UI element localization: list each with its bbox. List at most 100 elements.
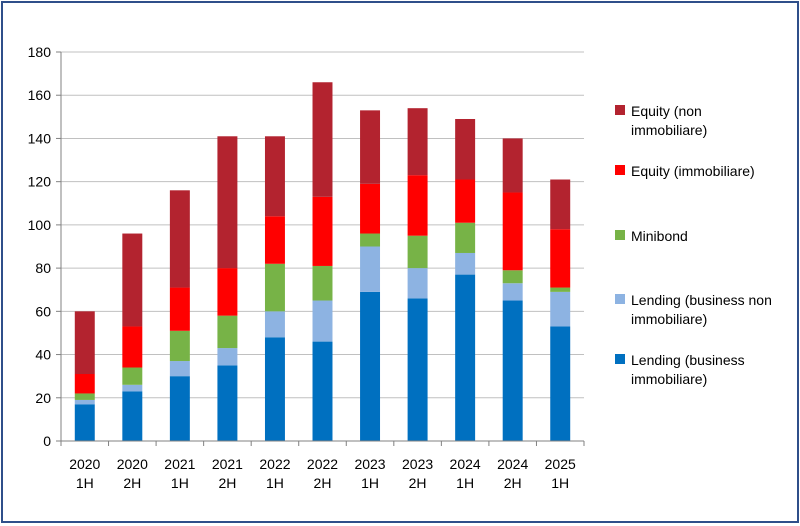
bar-segment-minibond — [264, 263, 285, 312]
bar-segment-equity-immobiliare — [550, 229, 571, 288]
bar-segment-lending-business-immobiliare — [217, 365, 238, 441]
bar-segment-minibond — [312, 265, 333, 301]
bar-segment-equity-immobiliare — [74, 374, 95, 394]
x-tick-label: 2022 — [259, 456, 290, 472]
bar-segment-equity-non-immobiliare — [455, 118, 476, 180]
bar-segment-lending-business-non-immobiliare — [122, 384, 143, 392]
bar-segment-minibond — [502, 270, 523, 284]
y-tick-label: 160 — [28, 87, 52, 103]
bar-segment-lending-business-immobiliare — [264, 337, 285, 441]
bar-segment-equity-immobiliare — [169, 287, 190, 331]
bar-segment-lending-business-non-immobiliare — [169, 361, 190, 377]
bar-segment-equity-immobiliare — [264, 216, 285, 264]
legend-item: Lending (business immobiliare) — [615, 352, 745, 387]
y-tick-label: 140 — [28, 130, 52, 146]
x-tick-label: 2025 — [545, 456, 576, 472]
x-tick-label: 1H — [266, 475, 284, 491]
x-tick-label: 1H — [456, 475, 474, 491]
x-tick-label: 1H — [361, 475, 379, 491]
bar-segment-equity-non-immobiliare — [502, 138, 523, 193]
bar-segment-lending-business-non-immobiliare — [74, 399, 95, 405]
bar-segment-equity-non-immobiliare — [407, 108, 428, 176]
bar-segment-minibond — [74, 393, 95, 400]
bar-segment-equity-immobiliare — [360, 183, 381, 234]
bar-segment-lending-business-non-immobiliare — [264, 311, 285, 338]
x-tick-label: 2020 — [69, 456, 100, 472]
y-axis: 0 20 40 60 80 100 120 140 160 180 — [28, 44, 62, 449]
bar-segment-equity-non-immobiliare — [360, 110, 381, 184]
legend-swatch — [615, 165, 625, 175]
y-tick-label: 20 — [35, 390, 51, 406]
x-tick-label: 1H — [76, 475, 94, 491]
legend-item: Equity (non immobiliare) — [615, 103, 707, 138]
bar-segment-lending-business-non-immobiliare — [455, 252, 476, 275]
bar-segment-lending-business-non-immobiliare — [312, 300, 333, 342]
bar-segment-equity-immobiliare — [122, 326, 143, 368]
bar-segment-lending-business-immobiliare — [455, 274, 476, 441]
y-tick-label: 120 — [28, 174, 52, 190]
x-tick-label: 1H — [551, 475, 569, 491]
x-tick-label: 2021 — [212, 456, 243, 472]
bar-segment-lending-business-non-immobiliare — [360, 246, 381, 292]
legend-item: Minibond — [615, 228, 688, 244]
bar-segment-equity-non-immobiliare — [74, 311, 95, 375]
bar-segment-lending-business-non-immobiliare — [217, 348, 238, 366]
bar-segment-equity-non-immobiliare — [217, 136, 238, 269]
legend-label: Minibond — [631, 228, 688, 244]
x-tick-label: 2022 — [307, 456, 338, 472]
bar-segment-equity-immobiliare — [217, 268, 238, 316]
bar-segment-lending-business-non-immobiliare — [502, 283, 523, 301]
x-tick-label: 1H — [171, 475, 189, 491]
bar-segment-equity-immobiliare — [407, 175, 428, 236]
x-tick-label: 2024 — [497, 456, 528, 472]
bar-segment-equity-immobiliare — [502, 192, 523, 271]
bar-segment-lending-business-immobiliare — [74, 404, 95, 441]
x-tick-label: 2H — [314, 475, 332, 491]
x-tick-label: 2020 — [117, 456, 148, 472]
x-tick-label: 2H — [409, 475, 427, 491]
legend-label: immobiliare) — [631, 311, 707, 327]
y-tick-label: 80 — [35, 260, 51, 276]
x-tick-label: 2H — [123, 475, 141, 491]
bar-segment-equity-non-immobiliare — [312, 82, 333, 197]
legend-swatch — [615, 105, 625, 115]
legend-swatch — [615, 294, 625, 304]
y-tick-label: 40 — [35, 347, 51, 363]
bar-segment-lending-business-immobiliare — [360, 291, 381, 441]
bar-segment-lending-business-immobiliare — [407, 298, 428, 441]
bars — [74, 82, 571, 441]
bar-segment-equity-immobiliare — [312, 196, 333, 266]
x-tick-label: 2H — [218, 475, 236, 491]
bar-segment-equity-non-immobiliare — [122, 233, 143, 327]
bar-segment-minibond — [169, 330, 190, 362]
legend-swatch — [615, 230, 625, 240]
bar-segment-minibond — [407, 235, 428, 269]
bar-segment-lending-business-immobiliare — [550, 326, 571, 441]
legend-item: Lending (business non immobiliare) — [615, 292, 772, 327]
bar-segment-minibond — [217, 315, 238, 349]
bar-segment-equity-non-immobiliare — [169, 190, 190, 288]
y-tick-label: 180 — [28, 44, 52, 60]
bar-segment-minibond — [550, 287, 571, 292]
legend-label: immobiliare) — [631, 122, 707, 138]
legend-label: immobiliare) — [631, 371, 707, 387]
legend-label: Lending (business — [631, 352, 745, 368]
bar-segment-minibond — [360, 233, 381, 247]
x-tick-label: 2021 — [164, 456, 195, 472]
y-tick-label: 60 — [35, 303, 51, 319]
legend-label: Equity (non — [631, 103, 702, 119]
bar-segment-equity-non-immobiliare — [550, 179, 571, 230]
bar-segment-equity-immobiliare — [455, 179, 476, 223]
bar-segment-lending-business-immobiliare — [312, 341, 333, 441]
bar-segment-minibond — [122, 367, 143, 385]
legend-label: Lending (business non — [631, 292, 772, 308]
bar-segment-minibond — [455, 222, 476, 253]
x-axis: 2020 1H 2020 2H 2021 1H 2021 2H 2022 1H 2022 2H 2023… — [60, 440, 585, 491]
bar-segment-lending-business-immobiliare — [502, 300, 523, 441]
y-tick-label: 0 — [43, 433, 51, 449]
legend: Equity (non immobiliare) Equity (immobilia… — [615, 103, 772, 387]
legend-swatch — [615, 354, 625, 364]
bar-segment-lending-business-non-immobiliare — [550, 291, 571, 327]
